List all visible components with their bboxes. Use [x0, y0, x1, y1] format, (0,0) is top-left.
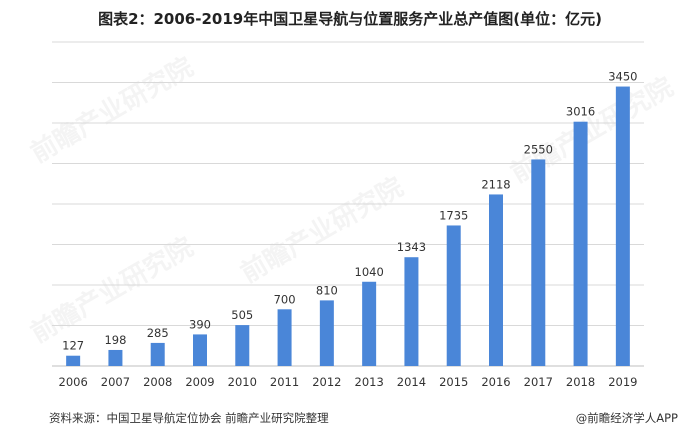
- bar: [489, 194, 503, 366]
- x-tick-label: 2018: [566, 375, 595, 389]
- x-tick-label: 2012: [312, 375, 341, 389]
- bar: [319, 300, 334, 366]
- bar: [193, 334, 207, 366]
- data-label: 505: [231, 308, 253, 322]
- data-label: 390: [189, 317, 211, 331]
- bar: [404, 257, 419, 366]
- data-label: 2550: [524, 142, 553, 156]
- x-tick-label: 2019: [608, 375, 637, 389]
- source-note: 资料来源：中国卫星导航定位协会 前瞻产业研究院整理: [49, 411, 329, 425]
- x-tick-label: 2016: [481, 375, 510, 389]
- bar: [150, 342, 165, 366]
- x-tick-label: 2006: [59, 375, 88, 389]
- x-tick-label: 2007: [101, 375, 130, 389]
- x-tick-label: 2010: [228, 375, 257, 389]
- bar: [235, 325, 250, 366]
- x-tick-label: 2009: [185, 375, 214, 389]
- data-label: 700: [274, 292, 296, 306]
- data-label: 1040: [355, 265, 384, 279]
- data-label: 1343: [397, 240, 426, 254]
- bar: [573, 121, 588, 366]
- x-tick-label: 2011: [270, 375, 299, 389]
- x-tick-label: 2008: [143, 375, 172, 389]
- data-label: 2118: [481, 177, 510, 191]
- bar: [66, 355, 81, 366]
- bar-chart: 127 2006 198 2007 285 2008 390 2009 505 2010 700 20…: [52, 41, 644, 389]
- x-tick-label: 2015: [439, 375, 468, 389]
- credit-note: @前瞻经济学人APP: [575, 411, 678, 425]
- data-label: 1735: [439, 208, 468, 222]
- data-label: 198: [104, 333, 126, 347]
- data-label: 127: [62, 339, 84, 353]
- bar: [362, 281, 377, 366]
- x-tick-label: 2013: [355, 375, 384, 389]
- chart-title: 图表2：2006-2019年中国卫星导航与位置服务产业总产值图(单位：亿元): [98, 10, 602, 28]
- data-label: 810: [316, 283, 338, 297]
- x-tick-label: 2014: [397, 375, 426, 389]
- footer: 资料来源：中国卫星导航定位协会 前瞻产业研究院整理 @前瞻经济学人APP: [0, 410, 700, 434]
- bar: [446, 225, 461, 366]
- x-tick-label: 2017: [524, 375, 553, 389]
- bar: [531, 159, 546, 366]
- bar: [277, 309, 292, 366]
- bar: [108, 349, 123, 366]
- data-label: 285: [147, 326, 169, 340]
- bar: [615, 86, 630, 367]
- data-label: 3016: [566, 105, 595, 119]
- data-label: 3450: [608, 70, 637, 84]
